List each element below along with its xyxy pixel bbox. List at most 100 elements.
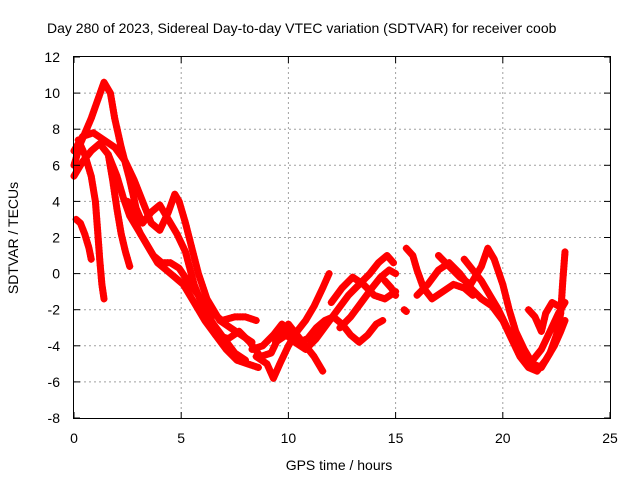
data-point xyxy=(561,299,569,306)
data-point xyxy=(117,230,125,238)
data-point xyxy=(413,266,421,274)
series-track-14 xyxy=(402,244,477,303)
data-point xyxy=(224,315,232,323)
data-point xyxy=(550,337,558,345)
data-point xyxy=(129,212,137,220)
data-point xyxy=(95,93,103,101)
x-tick-label: 10 xyxy=(281,430,297,446)
series-track-4 xyxy=(72,215,95,263)
series-track-17 xyxy=(460,255,569,364)
data-point xyxy=(169,196,177,204)
data-point xyxy=(168,199,176,207)
data-point xyxy=(125,200,133,208)
data-point xyxy=(218,333,226,341)
x-tick-label: 5 xyxy=(177,430,185,446)
data-point xyxy=(549,340,557,348)
data-point xyxy=(538,324,546,332)
data-point xyxy=(481,253,489,261)
data-point xyxy=(167,202,174,210)
data-point xyxy=(548,343,556,351)
data-point xyxy=(165,205,173,213)
series-track-5 xyxy=(74,136,108,303)
data-point xyxy=(128,209,136,217)
y-tick-label: 2 xyxy=(52,230,60,246)
data-point xyxy=(539,321,547,329)
y-tick-label: 8 xyxy=(52,121,60,137)
data-point xyxy=(87,255,95,263)
x-tick-label: 15 xyxy=(388,430,404,446)
data-point xyxy=(414,269,422,277)
y-tick-label: 6 xyxy=(52,157,60,173)
data-point xyxy=(379,317,387,324)
series-track-19 xyxy=(381,277,400,299)
data-point xyxy=(415,272,423,280)
series-track-13 xyxy=(336,266,400,332)
data-point xyxy=(119,236,127,244)
data-point xyxy=(118,233,126,241)
data-point xyxy=(546,349,554,357)
data-point xyxy=(94,96,102,104)
series-track-11 xyxy=(272,252,397,353)
data-point xyxy=(215,332,223,340)
series-track-6 xyxy=(104,151,134,270)
data-point xyxy=(97,87,105,95)
data-point xyxy=(477,262,485,270)
plot-frame xyxy=(73,56,611,419)
data-point xyxy=(119,239,127,247)
data-point xyxy=(121,245,129,253)
y-axis-title: SDTVAR / TECUs xyxy=(5,182,21,294)
data-point xyxy=(187,269,195,277)
data-point xyxy=(212,331,219,339)
data-point xyxy=(124,197,132,205)
data-point xyxy=(390,259,397,267)
data-point xyxy=(319,367,327,375)
x-tick-label: 0 xyxy=(70,430,78,446)
data-point xyxy=(89,108,97,116)
data-point xyxy=(402,308,410,315)
data-point xyxy=(90,105,98,113)
data-point xyxy=(182,248,189,256)
data-point xyxy=(540,318,547,326)
data-point xyxy=(185,263,193,271)
data-point xyxy=(126,262,134,270)
data-point xyxy=(480,256,487,264)
data-point xyxy=(537,327,545,335)
data-point xyxy=(221,334,229,342)
data-point xyxy=(98,84,106,92)
chart-title: Day 280 of 2023, Sidereal Day-to-day VTE… xyxy=(47,20,557,36)
data-point xyxy=(164,208,172,216)
data-point xyxy=(252,317,260,324)
data-point xyxy=(416,275,424,283)
data-point xyxy=(554,325,562,333)
y-tick-label: -2 xyxy=(48,302,61,318)
series-track-16 xyxy=(435,244,569,371)
data-point xyxy=(88,111,96,119)
data-point xyxy=(325,270,333,278)
data-point xyxy=(392,270,400,278)
series-track-9 xyxy=(248,313,387,353)
series-layer xyxy=(70,78,569,382)
data-point xyxy=(417,278,425,286)
data-point xyxy=(127,206,135,214)
data-point xyxy=(555,302,562,310)
data-point xyxy=(120,242,128,250)
data-point xyxy=(551,334,559,342)
data-point xyxy=(218,317,226,324)
data-point xyxy=(96,90,104,98)
series-track-18 xyxy=(525,299,562,335)
data-point xyxy=(541,312,549,320)
data-point xyxy=(392,291,400,299)
data-point xyxy=(91,102,99,110)
y-tick-label: 4 xyxy=(52,193,60,209)
data-point xyxy=(119,194,127,202)
y-tick-label: 12 xyxy=(44,49,60,65)
data-point xyxy=(254,364,262,371)
x-tick-label: 20 xyxy=(495,430,511,446)
data-point xyxy=(184,257,192,265)
data-point xyxy=(547,346,555,354)
data-point xyxy=(228,314,236,322)
y-tick-label: -6 xyxy=(48,374,61,390)
y-tick-label: 10 xyxy=(44,85,60,101)
data-point xyxy=(540,315,548,323)
